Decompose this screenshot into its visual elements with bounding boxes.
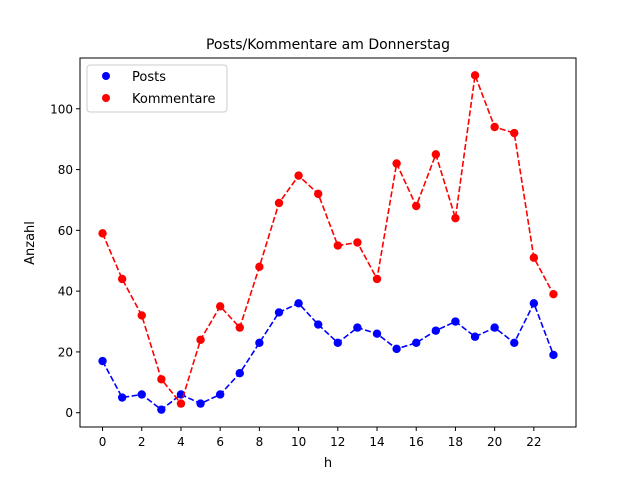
legend-frame <box>86 64 228 113</box>
data-point-kommentare-11 <box>314 189 323 199</box>
data-point-kommentare-19 <box>470 71 480 80</box>
data-point-posts-11 <box>314 320 323 329</box>
data-point-posts-18 <box>451 317 460 326</box>
x-tick-label-11: 22 <box>526 435 541 449</box>
y-axis: 0 20 40 60 80 100 <box>50 102 80 420</box>
data-point-kommentare-1 <box>117 274 127 284</box>
data-point-posts-15 <box>392 344 401 354</box>
y-tick-label-0: 0 <box>65 406 73 420</box>
data-point-posts-8 <box>255 338 264 347</box>
data-point-kommentare-4 <box>176 399 186 408</box>
x-tick-label-8: 16 <box>409 435 424 449</box>
data-point-posts-2 <box>137 390 146 399</box>
y-tick-label-5: 100 <box>50 102 73 116</box>
data-point-posts-23 <box>549 350 558 360</box>
x-axis-label: h <box>324 456 332 471</box>
data-point-posts-16 <box>412 338 421 347</box>
data-point-posts-1 <box>117 393 127 402</box>
series-layer <box>98 71 558 414</box>
x-tick-label-4: 8 <box>256 435 264 449</box>
data-point-kommentare-17 <box>431 150 441 159</box>
y-tick-label-3: 60 <box>58 224 73 238</box>
data-point-posts-3 <box>157 405 166 414</box>
data-point-kommentare-9 <box>274 198 284 208</box>
data-point-kommentare-15 <box>392 159 401 168</box>
data-point-kommentare-5 <box>196 335 205 344</box>
x-axis: 0 2 4 6 8 10 12 14 16 18 20 22 <box>99 427 541 449</box>
data-point-posts-12 <box>333 338 342 347</box>
data-point-kommentare-22 <box>529 253 539 262</box>
x-tick-label-9: 18 <box>448 435 463 449</box>
y-tick-label-1: 20 <box>58 345 73 359</box>
data-point-posts-9 <box>274 308 284 317</box>
data-point-posts-10 <box>294 299 303 308</box>
data-point-kommentare-6 <box>215 302 225 311</box>
data-point-kommentare-23 <box>549 289 558 299</box>
data-point-kommentare-13 <box>353 238 362 247</box>
data-point-kommentare-20 <box>490 122 499 132</box>
series-line-kommentare <box>101 75 555 406</box>
x-tick-label-5: 10 <box>291 435 306 449</box>
data-point-posts-0 <box>98 356 107 366</box>
x-tick-label-10: 20 <box>487 435 502 449</box>
legend-label-posts: Posts <box>132 70 166 85</box>
data-point-posts-14 <box>372 329 382 338</box>
data-point-posts-22 <box>529 299 539 308</box>
data-point-posts-21 <box>510 338 519 347</box>
data-point-posts-19 <box>470 332 480 341</box>
data-point-kommentare-0 <box>98 229 107 238</box>
data-point-kommentare-8 <box>255 262 264 272</box>
x-tick-label-1: 2 <box>138 435 146 449</box>
plot-frame <box>79 57 577 428</box>
legend-marker-posts <box>102 72 110 80</box>
data-point-kommentare-21 <box>510 128 519 138</box>
y-tick-label-4: 80 <box>58 163 73 177</box>
data-point-posts-13 <box>353 323 362 332</box>
data-point-kommentare-18 <box>451 213 460 223</box>
data-point-posts-5 <box>196 399 205 408</box>
x-tick-label-2: 4 <box>177 435 185 449</box>
legend-marker-kommentare <box>102 94 110 102</box>
y-tick-label-2: 40 <box>58 285 73 299</box>
legend-label-kommentare: Kommentare <box>132 92 216 107</box>
x-tick-label-6: 12 <box>330 435 345 449</box>
x-tick-label-7: 14 <box>369 435 384 449</box>
x-tick-label-0: 0 <box>99 435 107 449</box>
data-point-posts-6 <box>215 390 225 399</box>
data-point-posts-20 <box>490 323 499 332</box>
data-point-kommentare-3 <box>157 375 166 384</box>
data-point-kommentare-7 <box>235 323 244 332</box>
y-axis-label: Anzahl <box>23 221 38 265</box>
data-point-kommentare-10 <box>294 171 303 180</box>
plot-background <box>80 58 576 427</box>
data-point-kommentare-2 <box>137 311 146 320</box>
x-tick-label-3: 6 <box>216 435 224 449</box>
data-point-kommentare-16 <box>412 201 421 211</box>
data-point-posts-7 <box>235 369 244 378</box>
legend: Posts Kommentare <box>86 64 228 113</box>
chart-title: Posts/Kommentare am Donnerstag <box>206 37 450 53</box>
data-point-kommentare-14 <box>372 274 382 284</box>
data-point-posts-17 <box>431 326 441 335</box>
data-point-kommentare-12 <box>333 241 342 250</box>
